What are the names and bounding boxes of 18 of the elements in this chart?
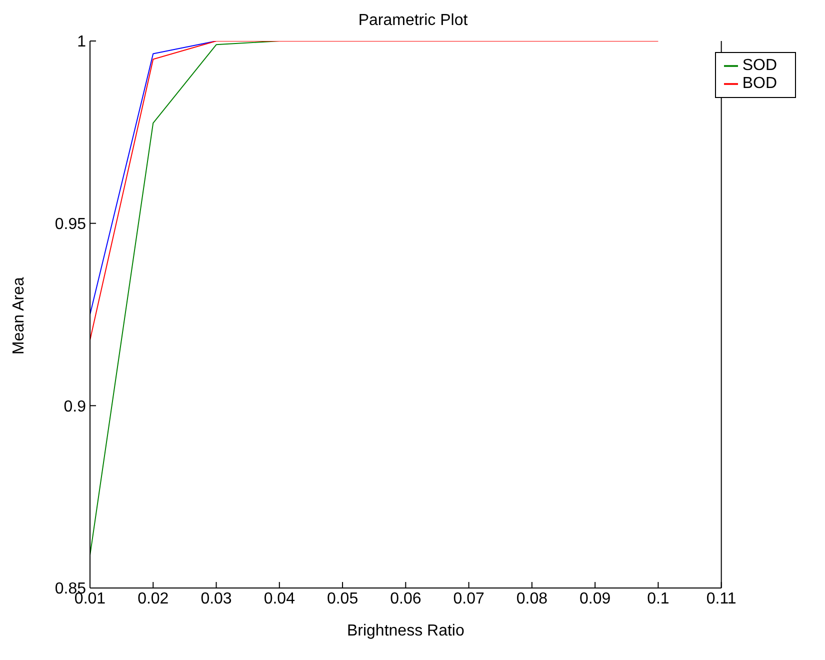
x-tick-label: 0.08 <box>516 590 548 608</box>
x-tick-label: 0.09 <box>579 590 611 608</box>
legend-label: SOD <box>742 57 777 74</box>
y-tick-label: 0.95 <box>54 216 86 234</box>
y-tick-label: 0.9 <box>64 398 86 416</box>
x-tick-label: 0.07 <box>453 590 484 608</box>
x-tick-label: 0.11 <box>706 590 736 608</box>
chart-title: Parametric Plot <box>357 12 469 30</box>
x-tick-label: 0.03 <box>200 590 232 608</box>
y-axis-title: Mean Area <box>10 277 28 354</box>
x-axis-title: Brightness Ratio <box>346 622 464 640</box>
x-tick-label: 0.02 <box>138 590 169 608</box>
legend-label: BOD <box>742 75 777 92</box>
x-tick-label: 0.05 <box>326 590 358 608</box>
y-tick-label: 1 <box>77 34 86 51</box>
x-tick-label: 0.04 <box>264 590 296 608</box>
x-tick-label: 0.1 <box>647 590 670 608</box>
x-tick-label: 0.06 <box>390 590 422 608</box>
